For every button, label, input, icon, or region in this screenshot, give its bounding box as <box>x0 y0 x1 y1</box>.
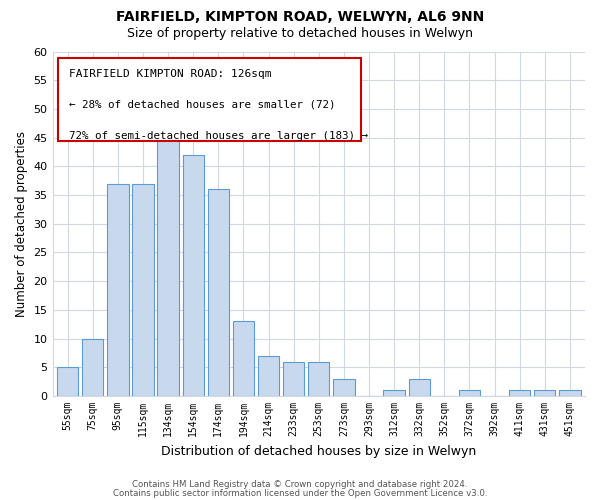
FancyBboxPatch shape <box>58 58 361 141</box>
Bar <box>157 126 179 396</box>
Bar <box>258 356 279 396</box>
Bar <box>308 362 329 396</box>
Bar <box>182 155 204 396</box>
Text: Size of property relative to detached houses in Welwyn: Size of property relative to detached ho… <box>127 28 473 40</box>
Bar <box>559 390 581 396</box>
Bar <box>409 379 430 396</box>
Bar <box>233 322 254 396</box>
Bar <box>383 390 405 396</box>
Text: Contains HM Land Registry data © Crown copyright and database right 2024.: Contains HM Land Registry data © Crown c… <box>132 480 468 489</box>
Bar <box>132 184 154 396</box>
Bar <box>333 379 355 396</box>
Text: FAIRFIELD, KIMPTON ROAD, WELWYN, AL6 9NN: FAIRFIELD, KIMPTON ROAD, WELWYN, AL6 9NN <box>116 10 484 24</box>
Text: 72% of semi-detached houses are larger (183) →: 72% of semi-detached houses are larger (… <box>68 130 368 140</box>
Bar <box>534 390 556 396</box>
Text: Contains public sector information licensed under the Open Government Licence v3: Contains public sector information licen… <box>113 489 487 498</box>
X-axis label: Distribution of detached houses by size in Welwyn: Distribution of detached houses by size … <box>161 444 476 458</box>
Bar <box>82 338 103 396</box>
Bar <box>57 368 78 396</box>
Bar <box>509 390 530 396</box>
Y-axis label: Number of detached properties: Number of detached properties <box>15 131 28 317</box>
Bar <box>459 390 480 396</box>
Bar <box>283 362 304 396</box>
Text: ← 28% of detached houses are smaller (72): ← 28% of detached houses are smaller (72… <box>68 100 335 110</box>
Bar <box>107 184 128 396</box>
Bar <box>208 190 229 396</box>
Text: FAIRFIELD KIMPTON ROAD: 126sqm: FAIRFIELD KIMPTON ROAD: 126sqm <box>68 68 271 78</box>
